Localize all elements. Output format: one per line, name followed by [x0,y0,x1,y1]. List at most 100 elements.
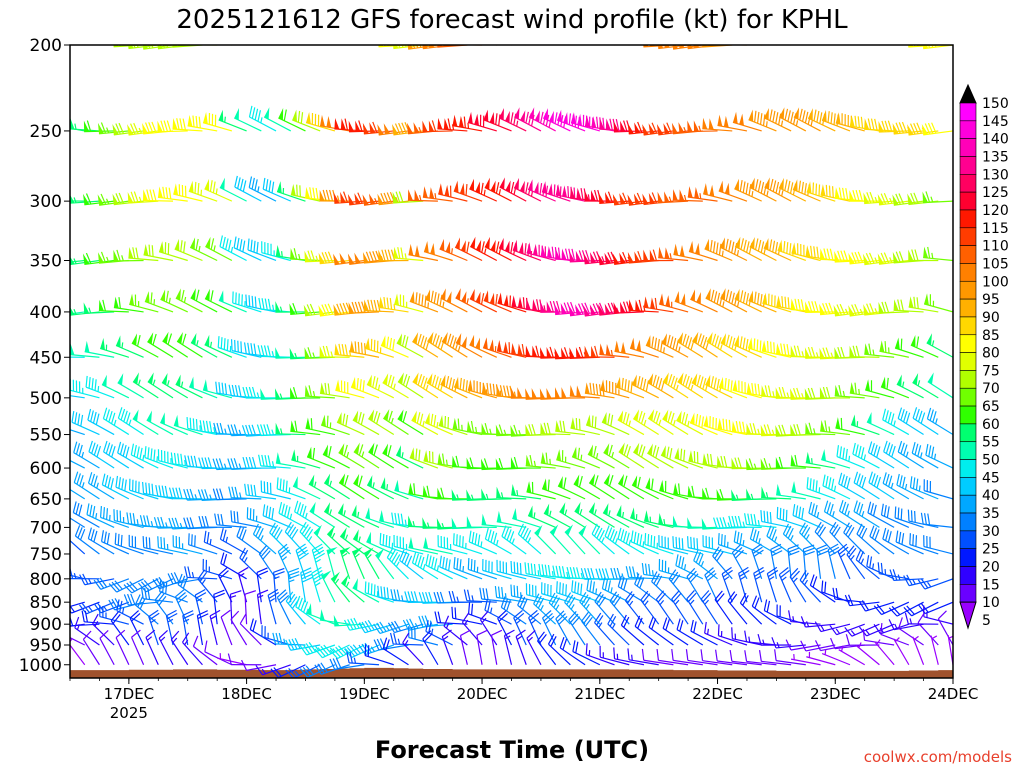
barb-feather [753,514,757,526]
barb-feather [789,567,799,578]
wind-barb [617,527,645,555]
wind-barb [672,189,703,202]
wind-barb [704,567,719,603]
barb-feather [244,590,257,595]
barb-feather [204,457,209,469]
barb-flag [561,347,567,359]
barb-flag [352,410,359,423]
barb-feather [914,249,919,261]
barb-flag [514,107,520,120]
barb-flag [503,341,509,354]
barb-feather [470,559,473,571]
barb-flag [657,191,664,203]
barb-feather [434,611,438,623]
barb-feather [223,338,226,350]
barb-half-feather [587,194,590,201]
wind-barb [322,444,350,469]
wind-barb [661,333,689,358]
barb-half-feather [451,248,453,255]
barb-half-feather [503,429,507,436]
barb-half-feather [354,553,360,558]
barb-feather [161,485,165,497]
barb-flag [687,120,693,132]
barb-feather [148,609,159,618]
barb-shaft [810,584,836,603]
barb-shaft [157,526,188,529]
barb-feather [766,525,772,537]
barb-feather [171,517,177,529]
barb-shaft [147,381,174,399]
barb-shaft [706,340,733,358]
barb-flag [422,186,428,198]
barb-flag [615,376,621,389]
barb-half-feather [757,520,760,526]
wind-barb [791,480,821,500]
barb-feather [734,515,739,528]
wind-barb [573,474,601,500]
barb-feather [189,517,195,529]
barb-feather [105,409,110,421]
barb-shaft [738,573,748,603]
barb-feather [139,515,144,527]
barb-flag [620,341,626,354]
barb-half-feather [485,493,489,500]
barb-feather [898,122,904,134]
barb-half-feather [238,429,242,436]
barb-flag [643,296,649,308]
barb-feather [803,550,815,556]
barb-shaft [718,190,748,202]
barb-half-feather [283,638,286,645]
wind-barb [437,535,468,555]
barb-flag [689,412,695,425]
barb-feather [287,593,296,604]
barb-feather [291,638,298,650]
wind-barb [217,567,233,603]
wind-barb [96,45,100,46]
barb-flag [407,45,414,50]
barb-shaft [727,600,748,625]
barb-flag [618,442,625,455]
barb-feather [920,412,926,424]
barb-feather [739,569,750,577]
barb-flag [525,298,531,310]
barb-feather [324,382,327,395]
barb-shaft [777,249,807,262]
barb-feather [627,380,630,392]
barb-shaft [352,538,380,555]
barb-shaft [453,567,483,580]
barb-feather [721,566,732,575]
barb-flag [633,193,641,205]
barb-feather [655,376,660,388]
barb-flag [734,288,740,301]
barb-flag [613,302,619,314]
wind-barb [247,238,277,262]
barb-feather [841,501,847,513]
barb-flag [732,111,738,124]
barb-feather [189,488,195,501]
barb-shaft [692,340,718,358]
barb-feather [653,536,656,548]
barb-half-feather [766,190,769,197]
barb-feather [343,444,348,457]
barb-feather [261,454,265,467]
wind-barb [922,45,953,50]
barb-flag [70,194,75,204]
barb-feather [380,586,383,598]
barb-flag [632,475,638,488]
barb-flag [525,454,531,467]
barb-shaft [290,430,321,436]
wind-barb [142,536,174,555]
barb-feather [354,341,357,353]
barb-feather [792,504,796,516]
wind-barb [397,372,424,399]
barb-flag [863,192,870,204]
barb-shaft [658,545,689,555]
wind-barb [214,513,247,529]
barb-half-feather [489,428,492,435]
barb-half-feather [467,122,470,129]
barb-feather [418,592,424,604]
wind-barb [204,178,233,202]
barb-feather [302,644,311,655]
barb-shaft [395,454,424,469]
barb-flag [452,114,458,127]
